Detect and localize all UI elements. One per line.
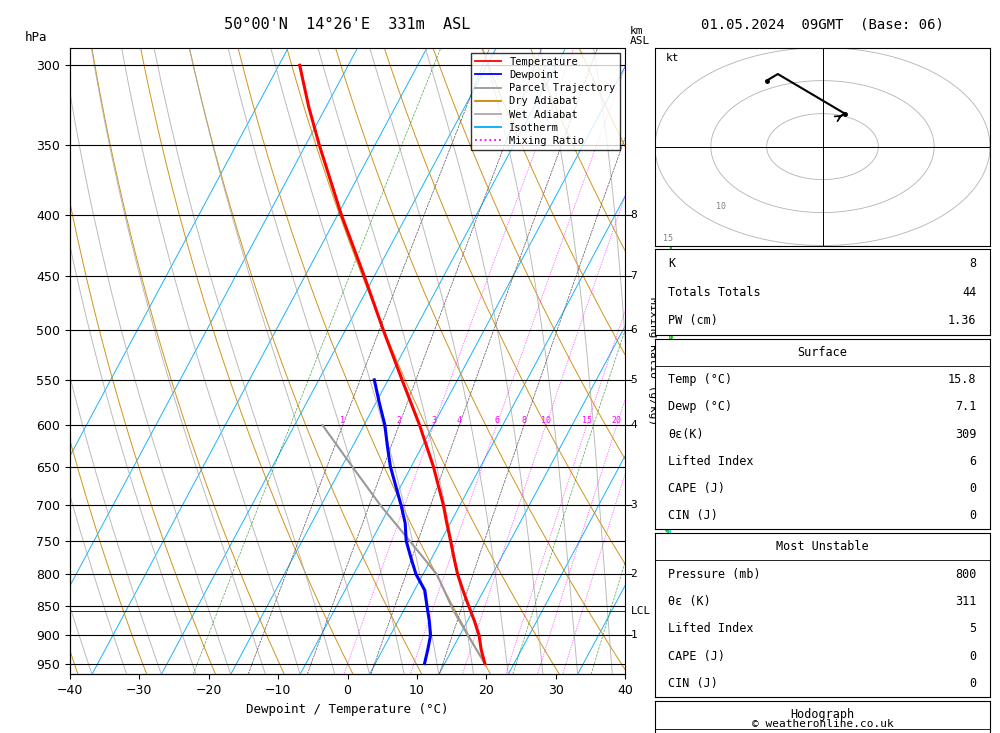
Text: Most Unstable: Most Unstable (776, 540, 869, 553)
Text: 1: 1 (631, 630, 637, 641)
Text: 7.1: 7.1 (955, 400, 977, 413)
Text: Temp (°C): Temp (°C) (668, 373, 733, 386)
Text: CIN (J): CIN (J) (668, 677, 718, 690)
Text: 4: 4 (457, 416, 462, 425)
Text: Hodograph: Hodograph (790, 708, 855, 721)
Text: 6: 6 (969, 454, 977, 468)
Text: 44: 44 (962, 286, 977, 298)
Text: 8: 8 (631, 210, 637, 220)
Text: θε (K): θε (K) (668, 595, 711, 608)
Text: 309: 309 (955, 427, 977, 441)
Text: 2: 2 (631, 570, 637, 579)
Text: 15.8: 15.8 (948, 373, 977, 386)
Legend: Temperature, Dewpoint, Parcel Trajectory, Dry Adiabat, Wet Adiabat, Isotherm, Mi: Temperature, Dewpoint, Parcel Trajectory… (471, 53, 620, 150)
Text: 15: 15 (582, 416, 592, 425)
Text: 7: 7 (631, 270, 637, 281)
Text: Dewp (°C): Dewp (°C) (668, 400, 733, 413)
Text: 2: 2 (397, 416, 402, 425)
Text: θε(K): θε(K) (668, 427, 704, 441)
Y-axis label: Mixing Ratio (g/kg): Mixing Ratio (g/kg) (648, 297, 658, 425)
Text: 15: 15 (663, 234, 673, 243)
Text: 5: 5 (631, 375, 637, 385)
Text: 8: 8 (969, 257, 977, 270)
Text: CAPE (J): CAPE (J) (668, 482, 725, 495)
Text: 3: 3 (631, 500, 637, 510)
Text: PW (cm): PW (cm) (668, 314, 718, 327)
Text: 800: 800 (955, 567, 977, 581)
X-axis label: Dewpoint / Temperature (°C): Dewpoint / Temperature (°C) (246, 703, 449, 715)
Text: 6: 6 (494, 416, 499, 425)
Text: km
ASL: km ASL (630, 26, 650, 46)
Text: 311: 311 (955, 595, 977, 608)
Text: 1: 1 (340, 416, 345, 425)
Text: Lifted Index: Lifted Index (668, 454, 754, 468)
Text: 10: 10 (716, 202, 726, 211)
Text: Lifted Index: Lifted Index (668, 622, 754, 636)
Text: 6: 6 (631, 325, 637, 336)
Text: kt: kt (666, 53, 680, 63)
Text: 01.05.2024  09GMT  (Base: 06): 01.05.2024 09GMT (Base: 06) (701, 18, 944, 32)
Text: 0: 0 (969, 482, 977, 495)
Text: hPa: hPa (25, 31, 48, 44)
Text: LCL: LCL (631, 605, 651, 616)
Text: 5: 5 (969, 622, 977, 636)
Text: Surface: Surface (798, 346, 847, 359)
Text: 0: 0 (969, 677, 977, 690)
Text: CIN (J): CIN (J) (668, 509, 718, 522)
Text: 8: 8 (522, 416, 527, 425)
Text: 4: 4 (631, 420, 637, 430)
Text: © weatheronline.co.uk: © weatheronline.co.uk (752, 719, 893, 729)
Text: 1.36: 1.36 (948, 314, 977, 327)
Text: 50°00'N  14°26'E  331m  ASL: 50°00'N 14°26'E 331m ASL (224, 17, 471, 32)
Text: 20: 20 (612, 416, 622, 425)
Text: CAPE (J): CAPE (J) (668, 649, 725, 663)
Text: K: K (668, 257, 676, 270)
Text: Pressure (mb): Pressure (mb) (668, 567, 761, 581)
Text: Totals Totals: Totals Totals (668, 286, 761, 298)
Text: 3: 3 (431, 416, 436, 425)
Text: 10: 10 (541, 416, 551, 425)
Text: 0: 0 (969, 649, 977, 663)
Text: 0: 0 (969, 509, 977, 522)
